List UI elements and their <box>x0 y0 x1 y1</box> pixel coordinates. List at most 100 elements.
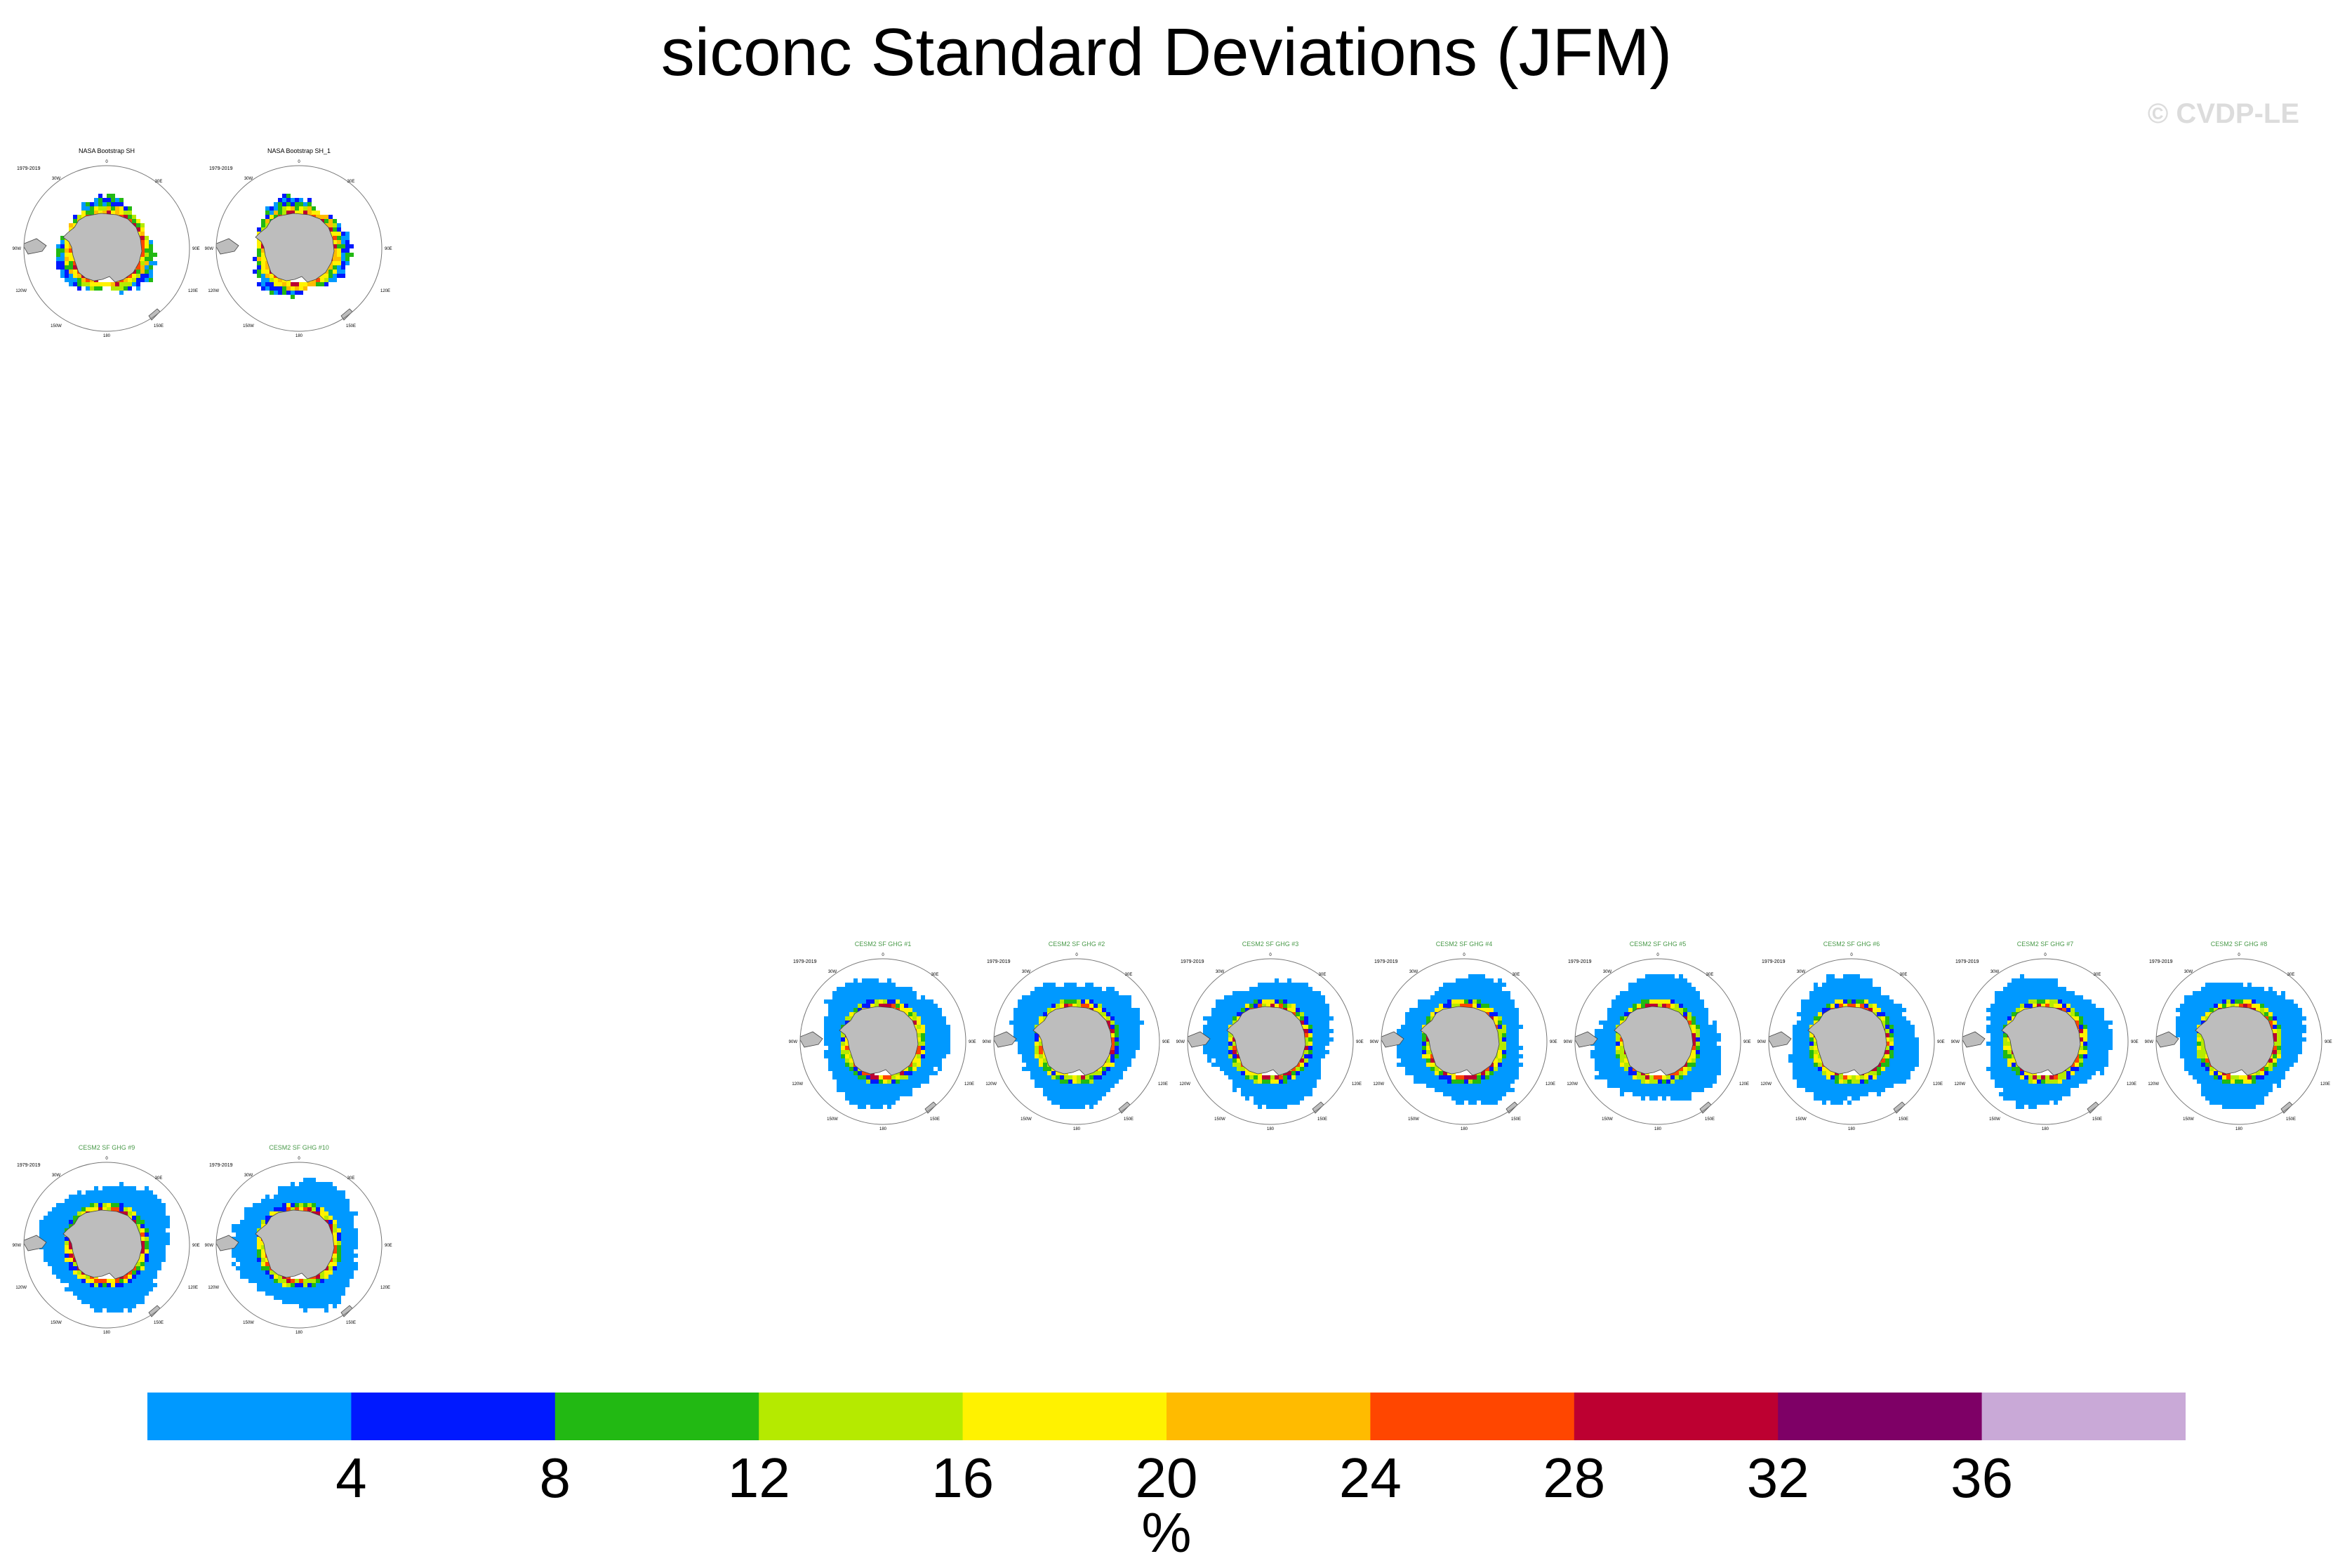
longitude-label: 120W <box>1954 1082 1965 1087</box>
longitude-label: 90E <box>1937 1040 1945 1044</box>
longitude-label: 90E <box>2325 1040 2332 1044</box>
longitude-label: 30W <box>1216 970 1225 974</box>
longitude-label: 150W <box>1214 1117 1225 1122</box>
colorbar-segment-7 <box>1574 1393 1779 1440</box>
longitude-label: 90W <box>1176 1040 1185 1044</box>
longitude-label: 180 <box>103 334 111 338</box>
map-panel: NASA Bootstrap SH 1979-2019 0 30W 30E 90W 90E 1… <box>13 145 200 348</box>
longitude-label: 150W <box>827 1117 838 1122</box>
longitude-label: 30W <box>1990 970 2000 974</box>
longitude-label: 30W <box>244 1174 253 1178</box>
longitude-label: 30E <box>347 180 355 184</box>
longitude-label: 90E <box>2131 1040 2139 1044</box>
colorbar-tick-label: 12 <box>727 1447 790 1509</box>
antarctica-landmass <box>839 1006 919 1076</box>
longitude-label: 120E <box>1739 1082 1749 1087</box>
panel-title: NASA Bootstrap SH_1 <box>267 147 331 154</box>
panel-title: CESM2 SF GHG #4 <box>1436 941 1493 948</box>
antarctica-landmass <box>1032 1006 1112 1076</box>
antarctica-landmass <box>1807 1006 1887 1076</box>
south-america-landmass <box>24 238 47 255</box>
longitude-label: 0 <box>882 953 884 957</box>
longitude-label: 120W <box>208 289 219 293</box>
map-border <box>2155 958 2322 1125</box>
chart-title: siconc Standard Deviations (JFM) <box>660 15 1673 90</box>
colorbar-tick-label: 28 <box>1543 1447 1606 1509</box>
longitude-label: 90E <box>1356 1040 1364 1044</box>
longitude-label: 150E <box>1317 1117 1327 1122</box>
longitude-label: 90W <box>983 1040 992 1044</box>
south-america-landmass <box>800 1031 823 1048</box>
south-america-landmass <box>2156 1031 2179 1048</box>
map-border <box>993 958 1160 1125</box>
colorbar-segment-3 <box>759 1393 964 1440</box>
longitude-label: 90E <box>1550 1040 1557 1044</box>
longitude-label: 180 <box>2042 1127 2049 1131</box>
longitude-label: 150E <box>154 1321 164 1325</box>
colorbar-segment-1 <box>351 1393 556 1440</box>
longitude-label: 180 <box>295 334 303 338</box>
longitude-label: 180 <box>295 1331 303 1335</box>
map-border <box>1768 958 1935 1125</box>
colorbar-units: % <box>1141 1501 1192 1564</box>
antarctica-landmass <box>1614 1006 1694 1076</box>
longitude-label: 0 <box>1075 953 1078 957</box>
map-panel: CESM2 SF GHG #3 1979-2019 0 30W 30E 90W 90E 120… <box>1176 938 1364 1141</box>
map-panel: CESM2 SF GHG #9 1979-2019 0 30W 30E 90W 90E 120… <box>13 1141 200 1345</box>
longitude-label: 120E <box>1352 1082 1362 1087</box>
panel-years: 1979-2019 <box>793 959 817 964</box>
longitude-label: 90W <box>1757 1040 1767 1044</box>
panel-years: 1979-2019 <box>1955 959 1979 964</box>
panel-title: CESM2 SF GHG #3 <box>1242 941 1299 948</box>
map-border <box>1187 958 1354 1125</box>
longitude-label: 30W <box>828 970 837 974</box>
longitude-label: 90E <box>385 1244 392 1248</box>
south-america-landmass <box>24 1235 47 1251</box>
longitude-label: 90W <box>1564 1040 1573 1044</box>
colorbar-tick-label: 24 <box>1338 1447 1402 1509</box>
longitude-label: 90W <box>205 247 214 251</box>
panel-years: 1979-2019 <box>1181 959 1204 964</box>
sea-ice-field <box>39 1182 170 1313</box>
panel-title: CESM2 SF GHG #5 <box>1630 941 1687 948</box>
colorbar-tick-label: 16 <box>931 1447 995 1509</box>
longitude-label: 120E <box>188 1286 198 1290</box>
panel-title: CESM2 SF GHG #9 <box>79 1144 135 1151</box>
longitude-label: 150E <box>1899 1117 1908 1122</box>
longitude-label: 180 <box>1461 1127 1468 1131</box>
panel-years: 1979-2019 <box>1374 959 1398 964</box>
south-america-landmass <box>994 1031 1017 1048</box>
longitude-label: 180 <box>2235 1127 2243 1131</box>
longitude-label: 120W <box>2148 1082 2159 1087</box>
longitude-label: 30W <box>1603 970 1612 974</box>
map-border <box>799 958 966 1125</box>
longitude-label: 120E <box>188 289 198 293</box>
longitude-label: 120W <box>1567 1082 1578 1087</box>
antarctica-landmass <box>1226 1006 1306 1076</box>
longitude-label: 150W <box>1989 1117 2000 1122</box>
longitude-label: 0 <box>1850 953 1853 957</box>
longitude-label: 120E <box>964 1082 974 1087</box>
longitude-label: 90W <box>13 247 22 251</box>
longitude-label: 120W <box>15 1286 27 1290</box>
longitude-label: 120W <box>792 1082 803 1087</box>
antarctica-landmass <box>2001 1006 2081 1076</box>
colorbar-segment-5 <box>1166 1393 1371 1440</box>
map-border <box>215 1162 383 1329</box>
south-america-landmass <box>216 238 239 255</box>
longitude-label: 0 <box>2044 953 2047 957</box>
panel-title: CESM2 SF GHG #6 <box>1823 941 1880 948</box>
longitude-label: 180 <box>1073 1127 1081 1131</box>
panel-title: CESM2 SF GHG #1 <box>855 941 912 948</box>
longitude-label: 90E <box>1743 1040 1751 1044</box>
longitude-label: 30W <box>1797 970 1806 974</box>
longitude-label: 30E <box>155 180 163 184</box>
longitude-label: 90W <box>1951 1040 1960 1044</box>
longitude-label: 150E <box>1124 1117 1134 1122</box>
map-panel: CESM2 SF GHG #1 1979-2019 0 30W 30E 90W 90E 120… <box>789 938 976 1141</box>
longitude-label: 150W <box>51 324 62 328</box>
longitude-label: 180 <box>1267 1127 1275 1131</box>
longitude-label: 30E <box>1706 973 1714 977</box>
longitude-label: 30E <box>1319 973 1327 977</box>
longitude-label: 120W <box>15 289 27 293</box>
